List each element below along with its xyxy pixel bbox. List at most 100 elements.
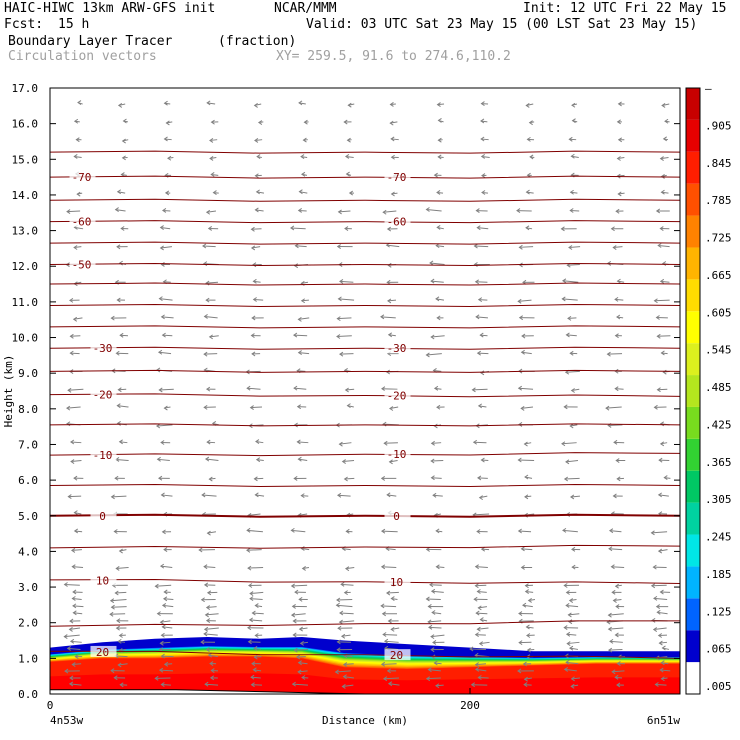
vector-arrowhead <box>382 676 388 682</box>
vector-arrowhead <box>522 602 527 608</box>
vector-arrowhead <box>254 138 259 143</box>
vector-arrowhead <box>291 681 296 687</box>
vector-arrowhead <box>565 332 570 338</box>
vector-arrowhead <box>474 662 479 667</box>
vector-arrowhead <box>204 456 210 462</box>
colorbar-swatch <box>686 119 700 152</box>
vector-arrowhead <box>257 120 263 125</box>
vector-arrowhead <box>389 102 394 107</box>
vector-arrow <box>250 598 263 601</box>
vector-arrowhead <box>526 633 531 638</box>
vector-arrowhead <box>290 225 295 231</box>
vector-arrowhead <box>247 565 252 571</box>
vector-arrow <box>564 477 580 480</box>
vector-arrowhead <box>163 100 168 106</box>
vector-arrowhead <box>210 119 215 125</box>
y-tick-label: 8.0 <box>18 403 38 416</box>
contour-label: 20 <box>96 646 109 659</box>
vector-arrowhead <box>437 118 442 123</box>
vector-arrowhead <box>517 385 523 391</box>
vector-arrowhead <box>617 137 623 143</box>
vector-arrowhead <box>475 610 480 616</box>
vector-arrowhead <box>383 440 388 446</box>
vector-arrow <box>156 424 173 427</box>
vector-arrow <box>567 263 580 266</box>
vector-arrowhead <box>293 647 298 653</box>
vector-arrowhead <box>660 660 665 666</box>
vector-arrow <box>606 406 622 409</box>
contour-label-bg <box>384 342 411 354</box>
vector-arrow <box>478 405 487 408</box>
vector-arrowhead <box>121 155 126 161</box>
vector-arrow <box>653 597 668 601</box>
vector-arrowhead <box>251 610 256 616</box>
vector-arrowhead <box>212 190 217 196</box>
vector-arrowhead <box>516 208 521 214</box>
colorbar-swatch <box>686 598 700 631</box>
vector-arrowhead <box>300 493 305 499</box>
vector-arrowhead <box>525 624 530 630</box>
colorbar-swatch <box>686 151 700 184</box>
vector-arrow <box>208 654 218 658</box>
vector-arrow <box>157 458 170 462</box>
vector-arrowhead <box>296 404 302 410</box>
colorbar-swatch <box>686 470 700 503</box>
colorbar-label: .065 <box>705 643 732 656</box>
vector-arrow <box>389 460 398 463</box>
vector-arrow <box>338 298 355 301</box>
vector-arrow <box>435 684 444 687</box>
vector-arrowhead <box>345 566 350 572</box>
vector-arrow <box>115 458 129 462</box>
vector-arrow <box>565 370 580 373</box>
vector-arrowhead <box>207 226 213 231</box>
vector-arrowhead <box>339 610 344 616</box>
vector-arrowhead <box>345 528 350 534</box>
vector-arrowhead <box>387 298 392 304</box>
vector-arrowhead <box>380 564 386 570</box>
vector-arrow <box>568 246 581 248</box>
vector-arrowhead <box>290 612 296 618</box>
vector-arrowhead <box>203 631 208 637</box>
vector-arrowhead <box>337 492 342 498</box>
vector-arrowhead <box>345 171 350 177</box>
vector-arrowhead <box>297 660 302 666</box>
vector-arrowhead <box>293 332 298 338</box>
colorbar-swatch <box>686 406 700 439</box>
vector-arrowhead <box>120 226 125 231</box>
vector-arrow <box>608 613 624 616</box>
vector-arrow <box>434 662 442 665</box>
vector-arrowhead <box>570 683 575 689</box>
vector-arrow <box>335 670 351 673</box>
vector-arrow <box>250 591 264 595</box>
vector-arrowhead <box>430 278 435 284</box>
vector-arrowhead <box>380 661 386 667</box>
vector-arrow <box>436 566 445 568</box>
vector-arrow <box>159 388 174 391</box>
vector-arrow <box>518 530 532 533</box>
vector-arrowhead <box>76 191 81 197</box>
vector-arrowhead <box>341 459 346 464</box>
vector-arrow <box>253 280 261 283</box>
vector-arrow <box>66 406 81 409</box>
vector-arrowhead <box>113 529 118 534</box>
vector-arrowhead <box>563 583 568 588</box>
vector-arrowhead <box>655 315 660 320</box>
vector-arrowhead <box>615 604 620 609</box>
vector-arrowhead <box>563 625 568 631</box>
vector-arrowhead <box>568 598 574 603</box>
vector-arrowhead <box>567 315 572 321</box>
vector-arrow <box>381 605 397 608</box>
vector-arrow <box>568 613 580 616</box>
vector-arrowhead <box>159 563 165 569</box>
vector-arrowhead <box>252 667 257 673</box>
vector-arrowhead <box>254 603 259 608</box>
contour-label: 0 <box>393 510 400 523</box>
vector-arrowhead <box>300 546 305 551</box>
plot-frame <box>49 87 681 695</box>
vector-arrow <box>388 683 400 686</box>
vector-arrowhead <box>293 476 298 481</box>
contour-line <box>50 579 680 584</box>
vector-arrowhead <box>73 510 78 516</box>
vector-arrowhead <box>161 529 166 535</box>
vector-arrowhead <box>203 626 209 632</box>
